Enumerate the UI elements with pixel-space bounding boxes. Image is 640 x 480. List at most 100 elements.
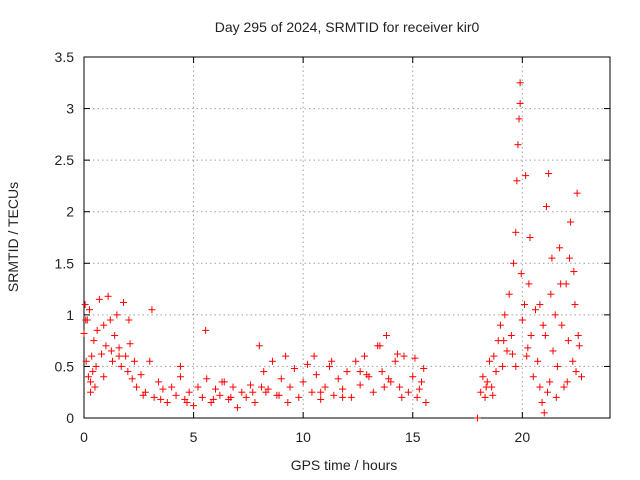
data-point: [137, 371, 145, 379]
data-point: [80, 329, 88, 337]
data-point: [111, 331, 119, 339]
data-point: [540, 409, 548, 417]
data-point: [91, 383, 99, 391]
data-point: [95, 295, 103, 303]
data-point: [505, 290, 513, 298]
data-point: [409, 373, 417, 381]
data-point: [304, 360, 312, 368]
y-tick-label: 0.5: [55, 358, 75, 374]
data-point: [159, 385, 167, 393]
data-point: [163, 399, 171, 407]
data-point: [549, 347, 557, 355]
data-point: [515, 115, 523, 123]
data-point: [229, 383, 237, 391]
data-point: [575, 342, 583, 350]
data-point: [209, 395, 217, 403]
data-point: [411, 354, 419, 362]
data-point: [578, 373, 586, 381]
data-point: [570, 268, 578, 276]
data-point: [347, 393, 355, 401]
data-point: [108, 357, 116, 365]
data-point: [238, 388, 246, 396]
data-point: [507, 331, 515, 339]
data-point: [172, 391, 180, 399]
data-point: [84, 373, 92, 381]
data-point: [107, 347, 115, 355]
data-point: [119, 298, 127, 306]
data-point: [382, 331, 390, 339]
data-point: [527, 331, 535, 339]
data-point: [268, 357, 276, 365]
data-point: [553, 362, 561, 370]
y-tick-label: 0: [66, 410, 74, 426]
data-point: [150, 393, 158, 401]
axis-ticks: 0 5 10 15 20 0 0.5 1 1.5 2 2.5 3 3.5: [55, 49, 610, 445]
data-point: [473, 414, 481, 422]
data-point: [88, 352, 96, 360]
data-point: [539, 321, 547, 329]
data-point: [198, 393, 206, 401]
data-point: [503, 347, 511, 355]
data-point: [558, 321, 566, 329]
data-point: [93, 326, 101, 334]
data-point: [563, 378, 571, 386]
data-point: [356, 368, 364, 376]
data-point: [168, 383, 176, 391]
data-point: [81, 301, 89, 309]
data-point: [218, 378, 226, 386]
data-point: [573, 189, 581, 197]
data-point: [282, 352, 290, 360]
data-point: [260, 368, 268, 376]
data-point: [117, 362, 125, 370]
data-point: [321, 383, 329, 391]
data-point: [396, 383, 404, 391]
data-point: [249, 388, 257, 396]
data-point: [352, 357, 360, 365]
data-point: [490, 352, 498, 360]
data-point: [574, 331, 582, 339]
x-axis-label: GPS time / hours: [291, 457, 398, 473]
data-point: [526, 234, 534, 241]
data-point: [299, 378, 307, 386]
data-point: [499, 362, 507, 370]
data-point: [369, 388, 377, 396]
data-point: [501, 311, 509, 319]
data-point: [286, 383, 294, 391]
data-point: [538, 399, 546, 407]
data-point: [115, 352, 123, 360]
data-point: [363, 371, 371, 379]
data-point: [190, 402, 198, 410]
data-point: [529, 373, 537, 381]
data-point: [242, 393, 250, 401]
data-point: [258, 383, 266, 391]
data-point: [514, 141, 522, 149]
data-point: [556, 244, 564, 252]
data-point: [330, 391, 338, 399]
data-point: [541, 331, 549, 339]
data-point: [534, 357, 542, 365]
data-point: [400, 352, 408, 360]
data-point: [275, 391, 283, 399]
data-point: [422, 399, 430, 407]
data-point: [512, 362, 520, 370]
data-point: [185, 388, 193, 396]
data-point: [126, 340, 134, 348]
data-point: [339, 385, 347, 393]
data-point: [247, 381, 255, 389]
x-tick-label: 10: [295, 429, 311, 445]
data-point: [125, 316, 133, 324]
data-point: [203, 375, 211, 383]
data-point: [133, 383, 141, 391]
data-point: [284, 399, 292, 407]
data-point: [308, 388, 316, 396]
data-point: [216, 391, 224, 399]
data-point: [523, 352, 531, 360]
y-tick-label: 1: [66, 307, 74, 323]
data-point: [489, 391, 497, 399]
data-point: [262, 388, 270, 396]
data-point: [420, 364, 428, 372]
data-point: [113, 311, 121, 319]
data-point: [508, 350, 516, 358]
data-point: [513, 177, 521, 185]
data-point: [547, 290, 555, 298]
